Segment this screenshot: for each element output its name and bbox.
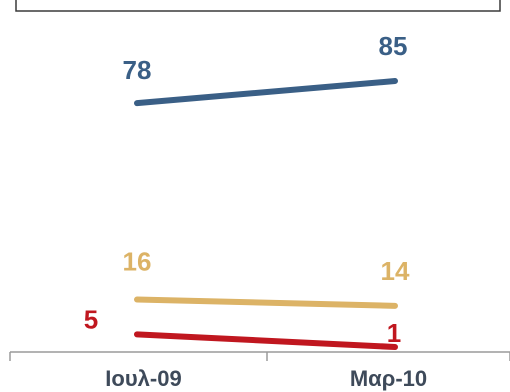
data-label: 5 (84, 304, 98, 334)
x-tick-label: Μαρ-10 (350, 366, 427, 391)
x-tick-label: Ιουλ-09 (105, 366, 181, 391)
data-label: 85 (379, 31, 408, 61)
data-label: 14 (381, 256, 410, 286)
data-label: 16 (123, 247, 152, 277)
series-line-2 (134, 296, 398, 309)
series-line-3 (134, 331, 398, 350)
data-labels: 78 85 16 14 5 1 (84, 31, 410, 348)
series-layer (134, 78, 398, 350)
top-frame-border (15, 0, 501, 12)
x-axis: Ιουλ-09 Μαρ-10 (9, 351, 510, 391)
data-label: 78 (123, 55, 152, 85)
series-line-1 (134, 78, 398, 107)
data-label: 1 (387, 318, 401, 348)
